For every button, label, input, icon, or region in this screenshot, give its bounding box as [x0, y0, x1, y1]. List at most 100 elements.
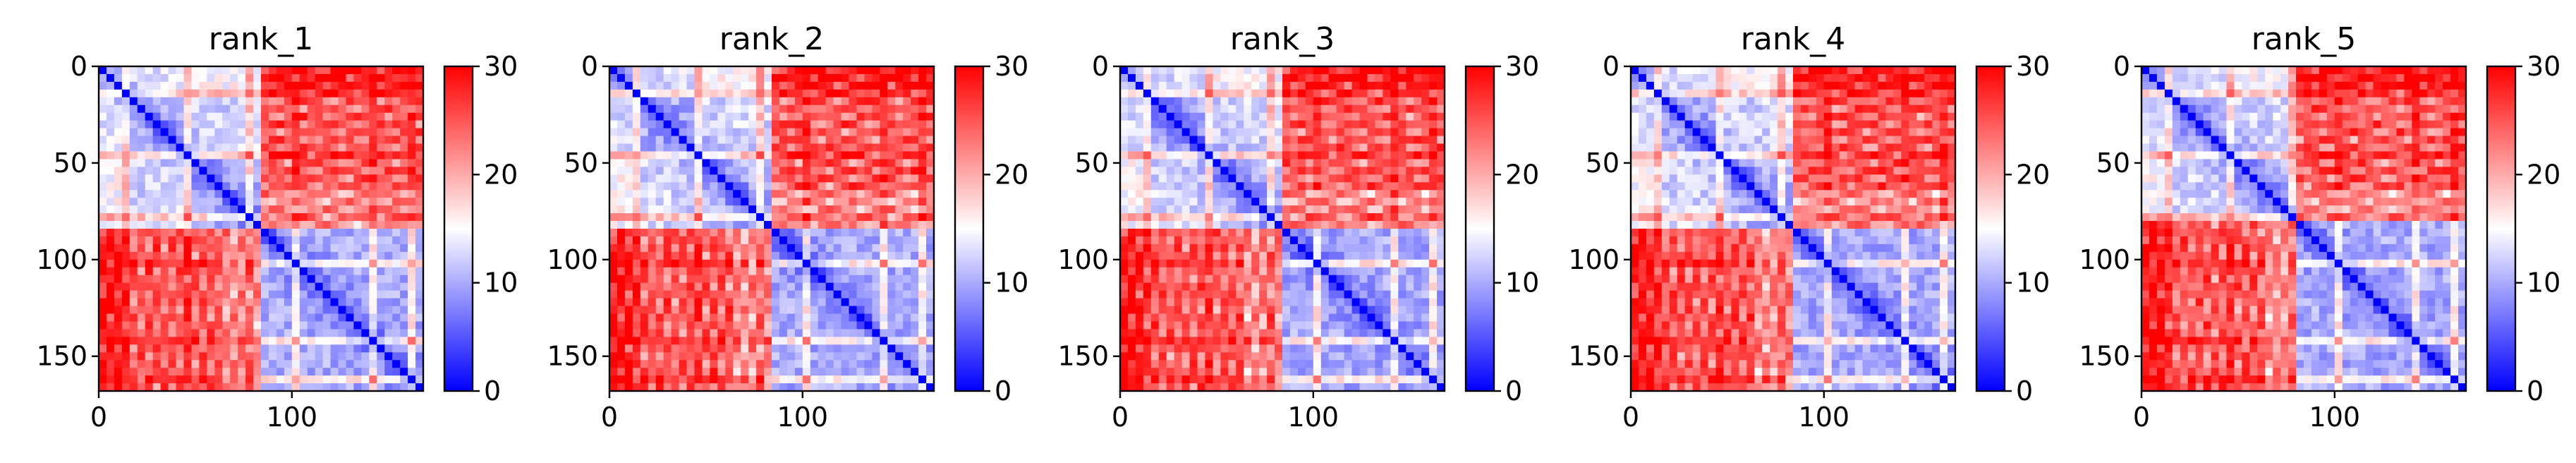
heatmap-cell [137, 313, 146, 323]
heatmap-cell [353, 205, 362, 214]
heatmap-cell [717, 267, 726, 276]
heatmap-cell [1120, 151, 1129, 160]
heatmap-cell [671, 174, 680, 183]
heatmap-cell [926, 73, 935, 83]
heatmap-cell [624, 182, 633, 191]
heatmap-cell [1313, 97, 1322, 106]
heatmap-cell [183, 159, 193, 167]
heatmap-cell [1367, 282, 1376, 291]
heatmap-cell [872, 383, 880, 392]
heatmap-cell [1251, 205, 1260, 214]
heatmap-cell [786, 282, 796, 291]
heatmap-cell [384, 251, 393, 260]
heatmap-cell [686, 221, 695, 229]
heatmap-cell [1328, 290, 1337, 299]
heatmap-cell [624, 243, 633, 253]
heatmap-cell [772, 213, 780, 222]
heatmap-cell [160, 97, 169, 106]
heatmap-cell [1421, 267, 1430, 276]
heatmap-cell [1259, 282, 1268, 291]
heatmap-cell [856, 251, 865, 260]
heatmap-cell [253, 190, 262, 198]
heatmap-cell [322, 290, 332, 299]
heatmap-cell [1390, 243, 1399, 253]
heatmap-cell [207, 282, 215, 291]
heatmap-cell [361, 136, 370, 145]
heatmap-cell [802, 352, 811, 361]
heatmap-cell [330, 236, 339, 245]
heatmap-cell [648, 275, 657, 284]
heatmap-cell [671, 143, 680, 152]
heatmap-cell [415, 143, 424, 152]
heatmap-cell [887, 221, 896, 229]
heatmap-cell [1251, 174, 1260, 183]
heatmap-cell [710, 112, 718, 121]
heatmap-cell [1383, 182, 1391, 191]
heatmap-cell [361, 221, 370, 229]
heatmap-cell [315, 205, 324, 214]
heatmap-cell [741, 73, 749, 83]
heatmap-cell [377, 221, 385, 229]
heatmap-cell [825, 360, 834, 368]
heatmap-cell [168, 198, 177, 206]
heatmap-cell [833, 344, 842, 353]
heatmap-cell [207, 112, 215, 121]
heatmap-cell [1282, 236, 1291, 245]
heatmap-cell [1251, 112, 1260, 121]
heatmap-cell [152, 190, 162, 198]
heatmap-cell [238, 329, 246, 337]
heatmap-cell [160, 136, 169, 145]
heatmap-cell [764, 136, 772, 145]
heatmap-cell [369, 213, 377, 222]
heatmap-cell [624, 159, 633, 167]
heatmap-cell [786, 221, 796, 229]
heatmap-cell [408, 128, 416, 137]
heatmap-cell [99, 167, 107, 175]
heatmap-cell [764, 128, 772, 137]
heatmap-cell [361, 243, 370, 253]
heatmap-cell [1135, 306, 1144, 315]
heatmap-cell [1421, 81, 1430, 90]
heatmap-cell [291, 306, 300, 315]
heatmap-cell [802, 190, 811, 198]
heatmap-cell [671, 275, 680, 284]
heatmap-cell [176, 66, 185, 75]
heatmap-cell [802, 73, 811, 83]
heatmap-cell [1336, 190, 1345, 198]
heatmap-cell [1166, 229, 1175, 237]
heatmap-cell [1351, 97, 1361, 106]
heatmap-cell [864, 73, 873, 83]
heatmap-cell [238, 282, 246, 291]
heatmap-cell [377, 275, 385, 284]
heatmap-cell [786, 267, 796, 276]
heatmap-cell [415, 251, 424, 260]
heatmap-cell [818, 321, 827, 330]
heatmap-cell [632, 298, 641, 307]
heatmap-cell [199, 383, 207, 392]
heatmap-cell [137, 182, 146, 191]
heatmap-cell [284, 97, 293, 106]
heatmap-cell [346, 313, 355, 323]
heatmap-cell [1414, 159, 1422, 167]
heatmap-cell [222, 267, 231, 276]
heatmap-cell [833, 112, 842, 121]
heatmap-cell [214, 229, 223, 237]
heatmap-cell [818, 344, 827, 353]
heatmap-cell [1390, 205, 1399, 214]
heatmap-cell [145, 344, 154, 353]
heatmap-cell [207, 290, 215, 299]
heatmap-cell [872, 236, 880, 245]
heatmap-cell [400, 182, 408, 191]
heatmap-cell [1406, 198, 1414, 206]
heatmap-cell [1328, 306, 1337, 315]
heatmap-cell [841, 321, 850, 330]
heatmap-cell [1282, 112, 1291, 121]
heatmap-cell [145, 236, 154, 245]
heatmap-cell [222, 321, 231, 330]
heatmap-cell [176, 81, 185, 90]
heatmap-cell [137, 89, 146, 98]
heatmap-cell [710, 251, 718, 260]
heatmap-cell [137, 167, 146, 175]
heatmap-cell [856, 337, 865, 345]
heatmap-cell [1359, 259, 1368, 268]
